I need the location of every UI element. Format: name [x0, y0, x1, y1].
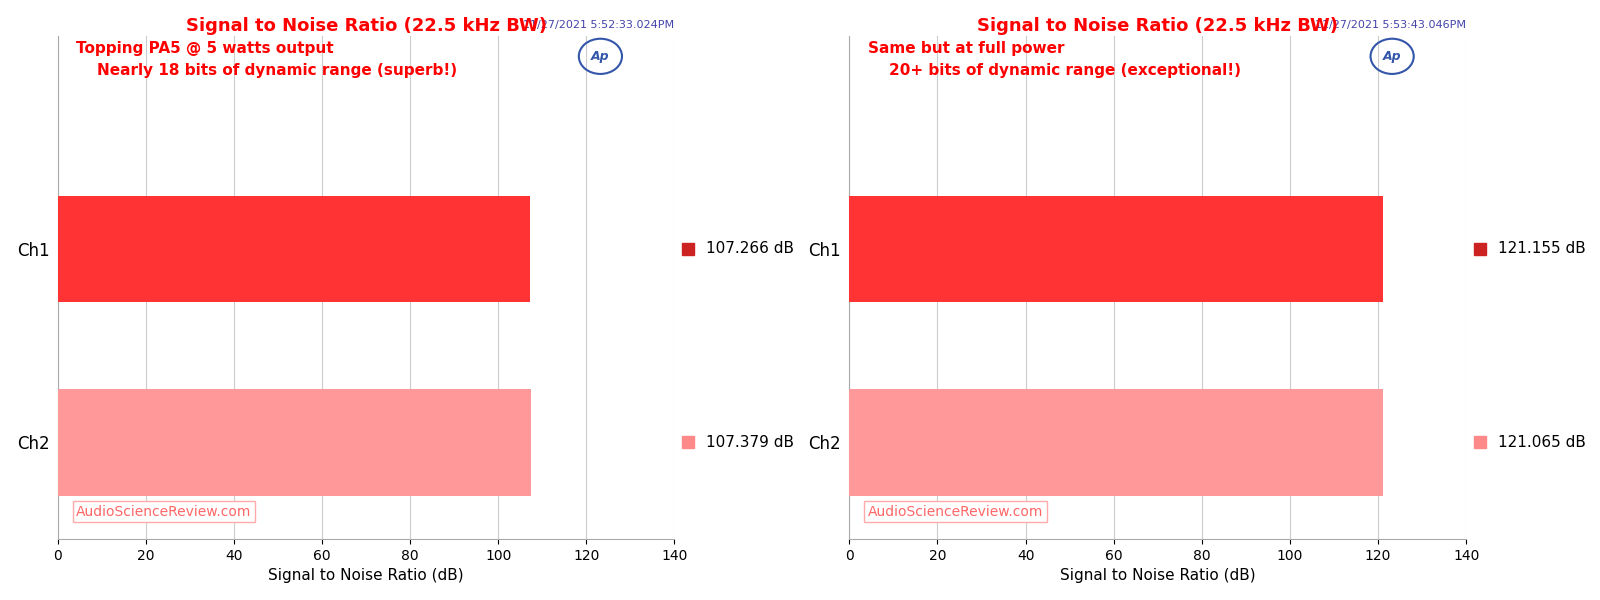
- Text: 11/27/2021 5:53:43.046PM: 11/27/2021 5:53:43.046PM: [1315, 20, 1466, 30]
- Text: 121.065 dB: 121.065 dB: [1498, 435, 1586, 450]
- Text: 121.155 dB: 121.155 dB: [1498, 241, 1586, 256]
- Text: 107.379 dB: 107.379 dB: [707, 435, 795, 450]
- X-axis label: Signal to Noise Ratio (dB): Signal to Noise Ratio (dB): [269, 568, 464, 583]
- Title: Signal to Noise Ratio (22.5 kHz BW): Signal to Noise Ratio (22.5 kHz BW): [186, 17, 547, 35]
- Text: AudioScienceReview.com: AudioScienceReview.com: [77, 505, 251, 519]
- Text: AudioScienceReview.com: AudioScienceReview.com: [867, 505, 1043, 519]
- Bar: [58, 389, 531, 496]
- Title: Signal to Noise Ratio (22.5 kHz BW): Signal to Noise Ratio (22.5 kHz BW): [978, 17, 1338, 35]
- Bar: [58, 196, 530, 302]
- Text: Ap: Ap: [590, 50, 610, 63]
- Bar: [850, 389, 1382, 496]
- Text: 107.266 dB: 107.266 dB: [707, 241, 795, 256]
- Bar: [850, 196, 1382, 302]
- Text: Ap: Ap: [1382, 50, 1402, 63]
- X-axis label: Signal to Noise Ratio (dB): Signal to Noise Ratio (dB): [1059, 568, 1256, 583]
- Text: Same but at full power
    20+ bits of dynamic range (exceptional!): Same but at full power 20+ bits of dynam…: [867, 41, 1242, 79]
- Text: 11/27/2021 5:52:33.024PM: 11/27/2021 5:52:33.024PM: [523, 20, 675, 30]
- Text: Topping PA5 @ 5 watts output
    Nearly 18 bits of dynamic range (superb!): Topping PA5 @ 5 watts output Nearly 18 b…: [77, 41, 458, 79]
